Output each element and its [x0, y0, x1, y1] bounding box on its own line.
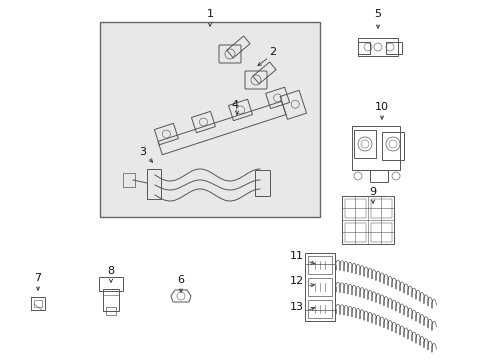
- Bar: [370, 199, 391, 218]
- Bar: [123, 173, 135, 187]
- Text: 5: 5: [374, 9, 381, 19]
- Text: 10: 10: [374, 102, 388, 112]
- Bar: [307, 300, 331, 318]
- Bar: [381, 132, 403, 160]
- Bar: [106, 307, 116, 315]
- Bar: [369, 170, 387, 182]
- Text: 3: 3: [139, 147, 146, 157]
- Bar: [351, 126, 399, 170]
- Bar: [307, 256, 331, 274]
- Bar: [345, 223, 365, 242]
- Bar: [103, 289, 119, 311]
- Bar: [34, 300, 42, 307]
- Text: 12: 12: [289, 276, 304, 286]
- Bar: [385, 42, 401, 54]
- Text: 4: 4: [231, 100, 238, 110]
- Text: 13: 13: [289, 302, 304, 312]
- Bar: [147, 169, 161, 199]
- Text: 6: 6: [177, 275, 184, 285]
- Bar: [100, 22, 319, 217]
- Text: 9: 9: [368, 187, 376, 197]
- Bar: [370, 223, 391, 242]
- Bar: [345, 199, 365, 218]
- Bar: [254, 170, 269, 196]
- Bar: [305, 253, 334, 321]
- Bar: [357, 38, 397, 56]
- Text: 7: 7: [34, 273, 41, 283]
- Bar: [357, 42, 369, 54]
- Text: 11: 11: [289, 251, 304, 261]
- Bar: [341, 196, 393, 244]
- Bar: [353, 130, 375, 158]
- Text: 2: 2: [269, 47, 276, 57]
- Text: 1: 1: [206, 9, 213, 19]
- Bar: [99, 277, 123, 291]
- Bar: [307, 278, 331, 296]
- Bar: [31, 297, 45, 310]
- Text: 8: 8: [107, 266, 114, 276]
